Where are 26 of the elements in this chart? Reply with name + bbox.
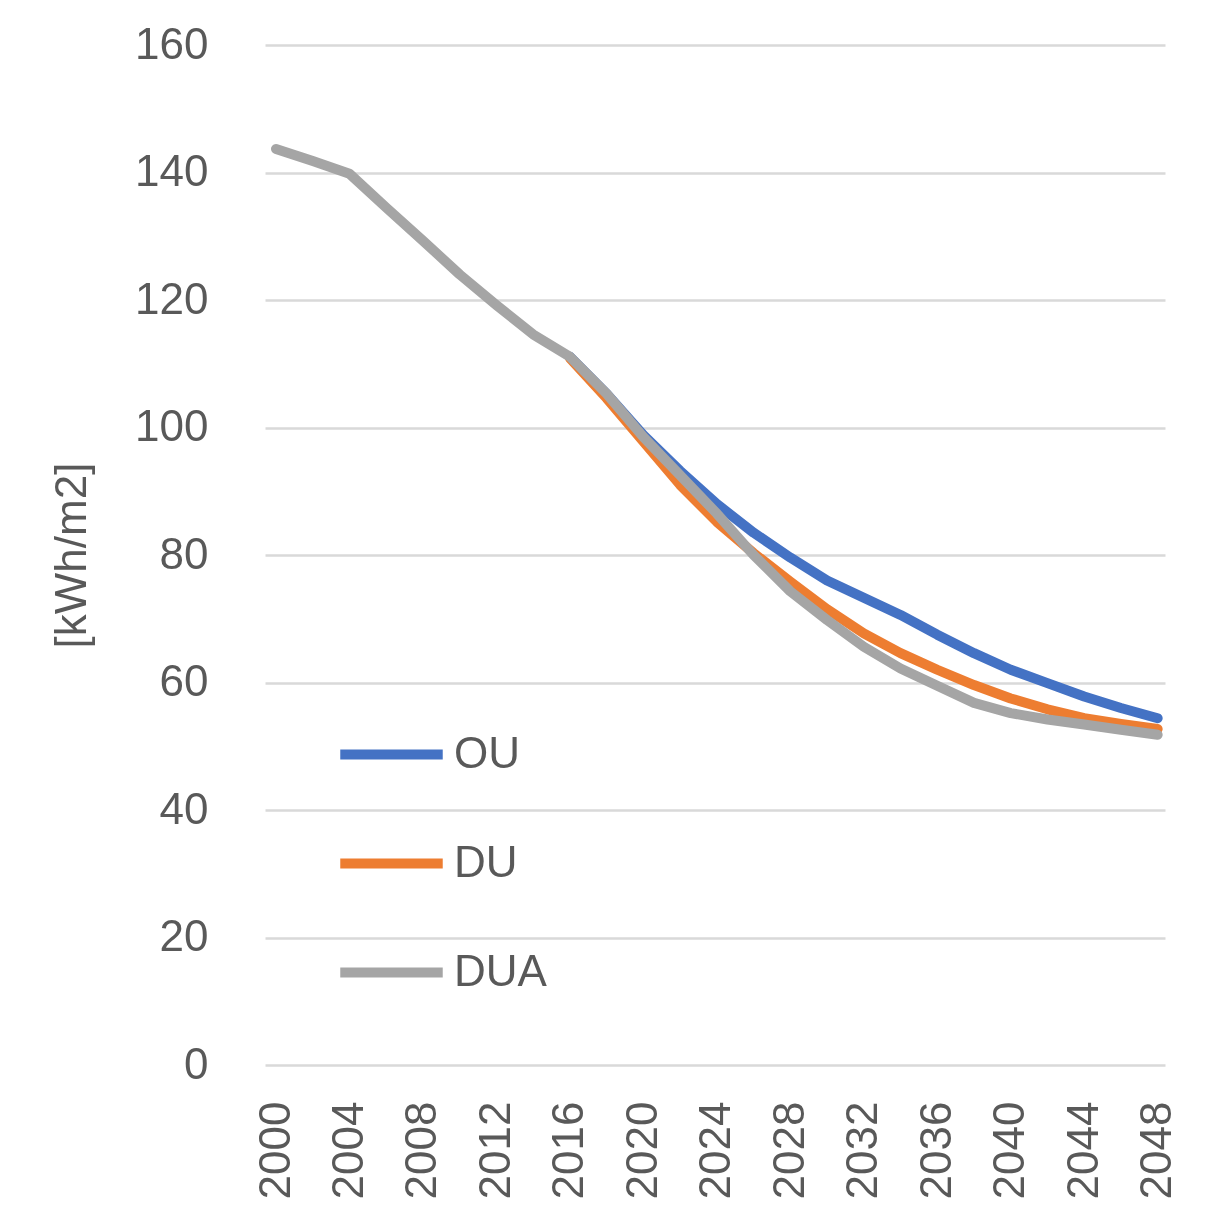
y-tick-label: 140 [135,146,209,195]
x-tick-label: 2028 [763,1101,813,1200]
x-tick-label: 2032 [837,1101,887,1200]
x-tick-label: 2044 [1057,1101,1107,1200]
y-tick-label: 100 [135,401,209,450]
x-tick-label: 2004 [322,1101,372,1200]
y-tick-label: 60 [159,656,209,705]
x-tick-label: 2016 [543,1101,593,1200]
y-axis-title: [kWh/m2] [46,462,96,649]
y-tick-label: 20 [159,911,209,960]
x-tick-label: 2020 [616,1101,666,1200]
y-tick-label: 40 [159,783,209,833]
x-tick-label: 2024 [690,1101,740,1200]
x-tick-label: 2040 [984,1101,1034,1200]
x-tick-label: 2008 [396,1101,446,1200]
y-tick-label: 0 [184,1038,209,1088]
legend-label: DUA [454,945,548,995]
legend-label: OU [454,727,520,777]
x-tick-label: 2048 [1131,1101,1181,1200]
x-tick-label: 2012 [469,1101,519,1200]
y-tick-label: 120 [135,273,209,323]
x-tick-label: 2000 [249,1101,299,1200]
y-tick-label: 160 [135,18,209,68]
x-tick-label: 2036 [910,1101,960,1200]
y-tick-label: 80 [159,528,209,578]
legend-label: DU [454,836,518,886]
